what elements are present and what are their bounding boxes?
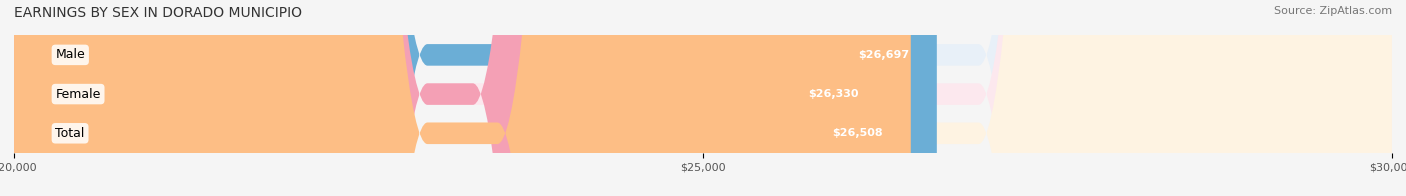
FancyBboxPatch shape [14, 0, 936, 196]
Text: Female: Female [55, 88, 101, 101]
Text: Total: Total [55, 127, 84, 140]
Text: Male: Male [55, 48, 86, 61]
Text: $26,697: $26,697 [858, 50, 910, 60]
FancyBboxPatch shape [14, 0, 1392, 196]
Text: EARNINGS BY SEX IN DORADO MUNICIPIO: EARNINGS BY SEX IN DORADO MUNICIPIO [14, 6, 302, 20]
FancyBboxPatch shape [14, 0, 1392, 196]
FancyBboxPatch shape [14, 0, 1392, 196]
Text: $26,330: $26,330 [808, 89, 859, 99]
Text: Source: ZipAtlas.com: Source: ZipAtlas.com [1274, 6, 1392, 16]
FancyBboxPatch shape [14, 0, 886, 196]
Text: $26,508: $26,508 [832, 128, 883, 138]
FancyBboxPatch shape [14, 0, 911, 196]
